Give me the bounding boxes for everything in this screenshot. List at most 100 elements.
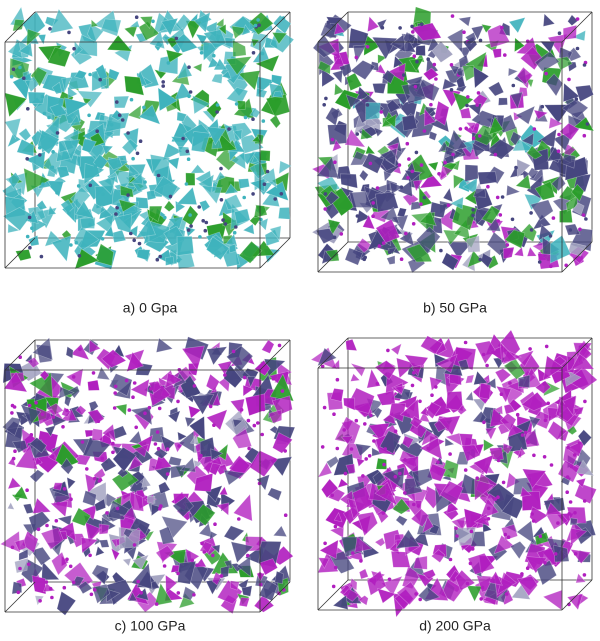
caption: d) 200 GPa [419,618,491,634]
polyhedron [486,482,515,512]
polyhedron [14,539,27,551]
atom [112,406,117,410]
atom [478,38,483,43]
atom [333,565,338,570]
atom [478,257,483,262]
polyhedron [459,107,472,119]
atom [471,136,476,141]
atom [253,23,258,28]
atom [515,412,520,417]
atom [565,475,570,479]
polyhedron [465,390,474,401]
atom [221,218,225,222]
polyhedron [184,416,196,428]
atom [540,104,545,109]
polyhedron [559,208,573,223]
box-edge [317,11,349,43]
atom [157,406,162,411]
polyhedron [114,403,128,417]
polyhedron [519,486,532,497]
polyhedron [393,385,406,395]
polyhedron [534,380,552,394]
atom [98,77,102,82]
polyhedron [361,152,384,174]
polyhedron [547,33,568,56]
atom [544,71,548,76]
polyhedron [84,473,101,494]
atom [176,571,180,576]
atom [243,115,248,120]
polyhedron [7,133,22,148]
atom [71,375,76,379]
atom [505,243,510,247]
polyhedron [67,86,78,99]
polyhedron [516,66,534,85]
atom [465,103,469,108]
polyhedron [278,207,291,220]
atom [439,248,443,253]
atom [88,183,93,188]
atom [153,442,158,446]
atom [355,214,360,218]
polyhedron [189,434,200,446]
polyhedron [376,390,396,406]
atom [111,441,115,446]
atom [566,445,570,450]
polyhedron [139,16,153,30]
atom [50,165,55,170]
polyhedron [26,28,42,47]
atom [332,235,337,240]
polyhedron [97,175,117,195]
polyhedron [444,432,463,447]
atom [234,102,239,106]
polyhedron [215,443,229,461]
atom [387,250,392,254]
atom [578,345,583,349]
atom [188,213,192,217]
box-edge [259,11,291,43]
atom [215,103,220,107]
polyhedron [238,240,263,264]
atom [495,195,500,200]
atom [496,458,501,463]
polyhedron [481,23,493,34]
polyhedron [272,90,284,98]
atom [176,591,181,595]
atom [422,129,427,133]
polyhedron [474,479,495,501]
atom [89,592,94,597]
atom [223,222,228,226]
polyhedron [198,522,213,538]
polyhedron [257,217,269,231]
polyhedron [546,146,565,162]
atom [231,349,236,354]
polyhedron [174,81,193,101]
atom [10,411,14,415]
atom [127,408,132,412]
polyhedron [571,351,595,370]
atom [85,467,89,471]
polyhedron [185,172,196,186]
polyhedron [138,104,161,125]
polyhedron [521,468,547,489]
atom [500,195,505,199]
polyhedron [342,588,360,602]
atom [126,131,130,135]
polyhedron [317,461,333,478]
atom [91,371,96,375]
polyhedron [185,226,196,238]
atom [470,547,475,551]
polyhedron [470,24,485,41]
atom [549,264,553,269]
polyhedron [129,491,144,512]
atom [283,449,288,453]
polyhedron [527,167,539,180]
atom [501,480,506,485]
atom [69,497,73,502]
atom [166,61,171,65]
atom [567,512,571,516]
atom [257,23,261,28]
atom [185,149,190,154]
polyhedron [381,69,395,85]
atom [227,127,231,131]
